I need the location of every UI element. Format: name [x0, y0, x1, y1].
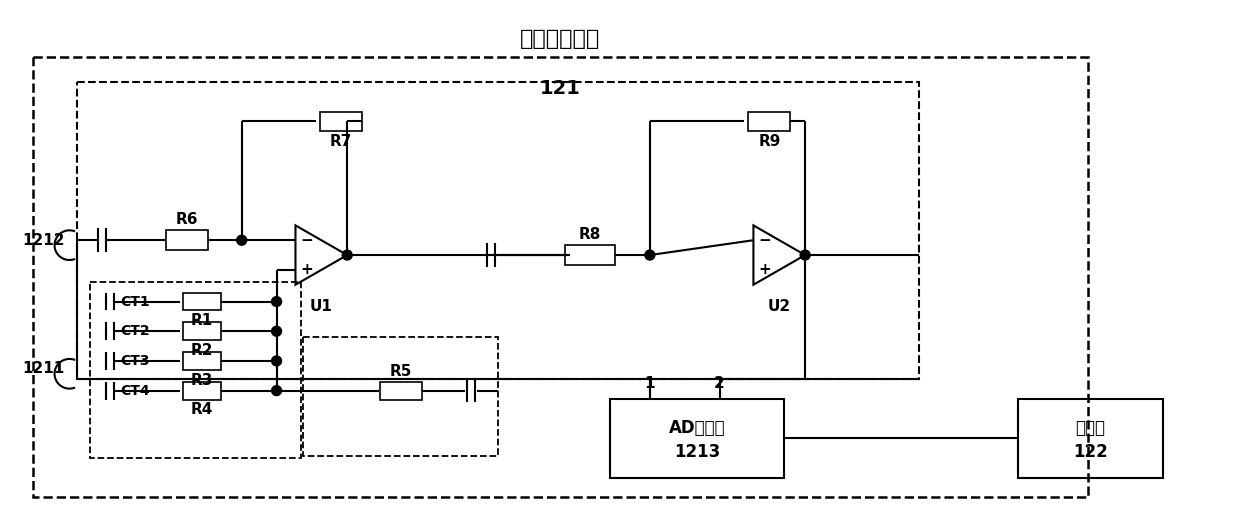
Circle shape	[800, 250, 810, 260]
Bar	[320, 111, 362, 131]
Circle shape	[237, 235, 247, 245]
Text: 1211: 1211	[22, 362, 64, 376]
Text: 1: 1	[645, 376, 655, 391]
Bar	[381, 382, 422, 400]
Circle shape	[272, 326, 281, 336]
Text: R8: R8	[579, 227, 601, 242]
Text: 2: 2	[714, 376, 725, 391]
Bar	[77, 82, 919, 379]
Text: R9: R9	[758, 134, 780, 150]
Bar	[184, 322, 221, 340]
Bar	[184, 293, 221, 311]
Text: R6: R6	[176, 213, 198, 227]
Bar	[32, 57, 1087, 498]
Bar	[565, 245, 615, 265]
Text: R2: R2	[191, 343, 213, 358]
Text: +: +	[759, 263, 771, 277]
Circle shape	[272, 386, 281, 395]
Bar	[184, 382, 221, 400]
Circle shape	[272, 296, 281, 306]
Text: CT3: CT3	[120, 354, 150, 368]
Text: U1: U1	[310, 299, 332, 314]
Text: U2: U2	[768, 299, 791, 314]
Text: R3: R3	[191, 373, 213, 388]
Text: −: −	[300, 233, 314, 247]
Bar	[91, 282, 301, 458]
Text: CT4: CT4	[120, 383, 150, 398]
Text: R7: R7	[330, 134, 352, 150]
Text: CT2: CT2	[120, 324, 150, 338]
Text: R1: R1	[191, 314, 213, 328]
Bar	[1018, 399, 1163, 478]
Text: 数据采样装置: 数据采样装置	[520, 29, 600, 49]
Text: CT1: CT1	[120, 294, 150, 308]
Bar	[304, 337, 497, 456]
Text: 处理器: 处理器	[1075, 419, 1105, 437]
Bar	[184, 352, 221, 370]
Text: +: +	[300, 263, 314, 277]
Text: 121: 121	[539, 79, 580, 98]
Text: 1212: 1212	[22, 233, 64, 247]
Circle shape	[645, 250, 655, 260]
Bar	[610, 399, 784, 478]
Text: R5: R5	[389, 364, 412, 379]
Text: 1213: 1213	[675, 443, 720, 461]
Circle shape	[272, 356, 281, 366]
Text: −: −	[759, 233, 771, 247]
Bar	[749, 111, 790, 131]
Text: 122: 122	[1073, 443, 1107, 461]
Bar	[166, 230, 208, 250]
Text: R4: R4	[191, 402, 213, 417]
Text: AD转换器: AD转换器	[668, 419, 725, 437]
Circle shape	[342, 250, 352, 260]
